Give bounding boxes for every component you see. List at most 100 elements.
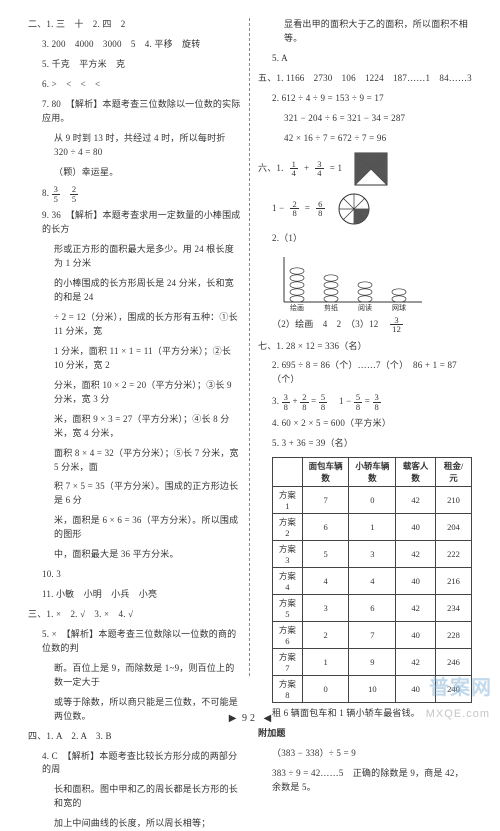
table-cell: 2 <box>302 622 349 649</box>
fraction: 28 <box>300 393 308 411</box>
text-line: 米，面积 9 × 3 = 27（平方分米）；④长 8 分米，宽 4 分米， <box>28 413 241 441</box>
text-line: 11. 小敏 小明 小兵 小亮 <box>28 588 241 602</box>
equals-sign: = <box>311 396 319 406</box>
table-cell: 7 <box>349 622 396 649</box>
fraction: 58 <box>354 393 362 411</box>
table-cell: 6 <box>302 514 349 541</box>
table-row: 方案62740228 <box>273 622 472 649</box>
table-cell: 42 <box>396 487 436 514</box>
triangle-icon: ▶ <box>229 713 237 724</box>
fraction: 312 <box>390 316 403 334</box>
svg-text:剪纸: 剪纸 <box>324 303 338 312</box>
text-line: 9. 36 【解析】本题考查求用一定数量的小棒围成的长方 <box>28 209 241 237</box>
table-cell: 方案7 <box>273 649 303 676</box>
text-line: 7. 80 【解析】本题考查三位数除以一位数的实际应用。 <box>28 98 241 126</box>
table-cell: 3 <box>349 541 396 568</box>
text-line: 从 9 时到 13 时，共经过 4 时，所以每时折 320 ÷ 4 = 80 <box>28 132 241 160</box>
text-line: （2）绘画 4 2 （3）12 312 <box>258 316 472 334</box>
text-line: 3. 200 4000 3000 5 4. 平移 旋转 <box>28 38 241 52</box>
text-line: 三、1. × 2. √ 3. × 4. √ <box>28 608 241 622</box>
fraction: 58 <box>319 393 327 411</box>
left-column: 二、1. 三 十 2. 四 2 3. 200 4000 3000 5 4. 平移… <box>20 18 250 676</box>
label: 8. <box>42 189 52 199</box>
text-line: 2. 612 ÷ 4 ÷ 9 = 153 ÷ 9 = 17 <box>258 92 472 106</box>
table-header: 小轿车辆数 <box>349 458 396 487</box>
table-cell: 5 <box>302 541 349 568</box>
equals-sign: = <box>365 396 373 406</box>
fraction: 35 <box>52 185 60 203</box>
table-cell: 42 <box>396 541 436 568</box>
text-line: 五、1. 1166 2730 106 1224 187……1 84……3 <box>258 72 472 86</box>
text-line: 形或正方形的面积最大是多少。用 24 根长度为 1 分米 <box>28 243 241 271</box>
label: 六、1. <box>258 162 284 176</box>
text-line: 显看出甲的面积大于乙的面积，所以面积不相等。 <box>258 18 472 46</box>
page-columns: 二、1. 三 十 2. 四 2 3. 200 4000 3000 5 4. 平移… <box>0 0 500 686</box>
fraction: 25 <box>70 185 78 203</box>
text-line: 长和面积。图中甲和乙的周长都是长方形的长和宽的 <box>28 783 241 811</box>
text-line: 4. C 【解析】本题考查比较长方形分成的两部分的周 <box>28 750 241 778</box>
plan-table: 面包车辆数小轿车辆数载客人数租金/元 方案17042210方案26140204方… <box>272 457 472 703</box>
text-line: 6. > < < < <box>28 78 241 92</box>
text-line: 七、1. 28 × 12 = 336（名） <box>258 340 472 354</box>
table-cell: 40 <box>396 568 436 595</box>
text-line: 8. 35 25 <box>28 185 241 203</box>
table-header <box>273 458 303 487</box>
text-line: 的小棒围成的长方形周长是 24 分米，长和宽的和是 24 <box>28 277 241 305</box>
text-line: 1 − 28 = 68 <box>258 192 472 226</box>
watermark-text: 普案网 <box>429 671 492 700</box>
table-cell: 42 <box>396 595 436 622</box>
fraction: 68 <box>316 200 324 218</box>
fraction: 34 <box>315 160 323 178</box>
table-cell: 4 <box>349 568 396 595</box>
table-cell: 222 <box>436 541 472 568</box>
table-row: 方案35342222 <box>273 541 472 568</box>
text-line: 断。百位上是 9，而除数是 1~9，则百位上的数一定大于 <box>28 662 241 690</box>
text-line: （383 − 338）÷ 5 = 9 <box>258 747 472 761</box>
plus-sign: + <box>304 162 309 176</box>
table-cell: 40 <box>396 622 436 649</box>
text-line: 383 ÷ 9 = 42……5 正确的除数是 9，商是 42，余数是 5。 <box>258 767 472 795</box>
circle-diagram-icon <box>337 192 371 226</box>
table-cell: 方案8 <box>273 676 303 703</box>
triangle-icon: ◀ <box>264 713 272 724</box>
table-cell: 6 <box>349 595 396 622</box>
table-row: 方案26140204 <box>273 514 472 541</box>
table-cell: 方案2 <box>273 514 303 541</box>
label: （2）绘画 4 2 （3）12 <box>272 319 388 329</box>
text-line: 10. 3 <box>28 568 241 582</box>
table-cell: 9 <box>349 649 396 676</box>
table-row: 方案53642234 <box>273 595 472 622</box>
text-line: 四、1. A 2. A 3. B <box>28 730 241 744</box>
text-line: 二、1. 三 十 2. 四 2 <box>28 18 241 32</box>
section-heading: 附加题 <box>258 727 472 741</box>
spacer: 1 − <box>330 396 354 406</box>
label: 1 − <box>272 202 284 216</box>
table-cell: 方案5 <box>273 595 303 622</box>
square-diagram-icon <box>354 152 388 186</box>
table-cell: 4 <box>302 568 349 595</box>
text-line: 米，面积是 6 × 6 = 36（平方分米）。所以围成的图形 <box>28 514 241 542</box>
fraction: 28 <box>290 200 298 218</box>
table-row: 方案44440216 <box>273 568 472 595</box>
text-line: 5. × 【解析】本题考查三位数除以一位数的商的位数的判 <box>28 628 241 656</box>
table-cell: 1 <box>302 649 349 676</box>
table-cell: 7 <box>302 487 349 514</box>
page-number: 92 <box>242 713 258 724</box>
text-line: 中，面积最大是 36 平方分米。 <box>28 548 241 562</box>
text-line: （颗）幸运星。 <box>28 166 241 180</box>
table-cell: 方案1 <box>273 487 303 514</box>
text-line: 积 7 × 5 = 35（平方分米）。围成的正方形边长是 6 分 <box>28 480 241 508</box>
table-cell: 方案6 <box>273 622 303 649</box>
svg-text:阅读: 阅读 <box>358 303 372 312</box>
text-line: 321 − 204 ÷ 6 = 321 − 34 = 287 <box>258 112 472 126</box>
table-cell: 210 <box>436 487 472 514</box>
watermark-url: MXQE.com <box>426 708 490 720</box>
table-header: 载客人数 <box>396 458 436 487</box>
text-line: 3. 38 + 28 = 58 1 − 58 = 38 <box>258 393 472 411</box>
text-line: 5. 3 + 36 = 39（名） <box>258 437 472 451</box>
equals-sign: = <box>305 202 310 216</box>
label: 3. <box>272 396 282 406</box>
table-cell: 方案4 <box>273 568 303 595</box>
svg-text:绘画: 绘画 <box>290 303 304 312</box>
text-line: 4. 60 × 2 × 5 = 600（平方米） <box>258 417 472 431</box>
